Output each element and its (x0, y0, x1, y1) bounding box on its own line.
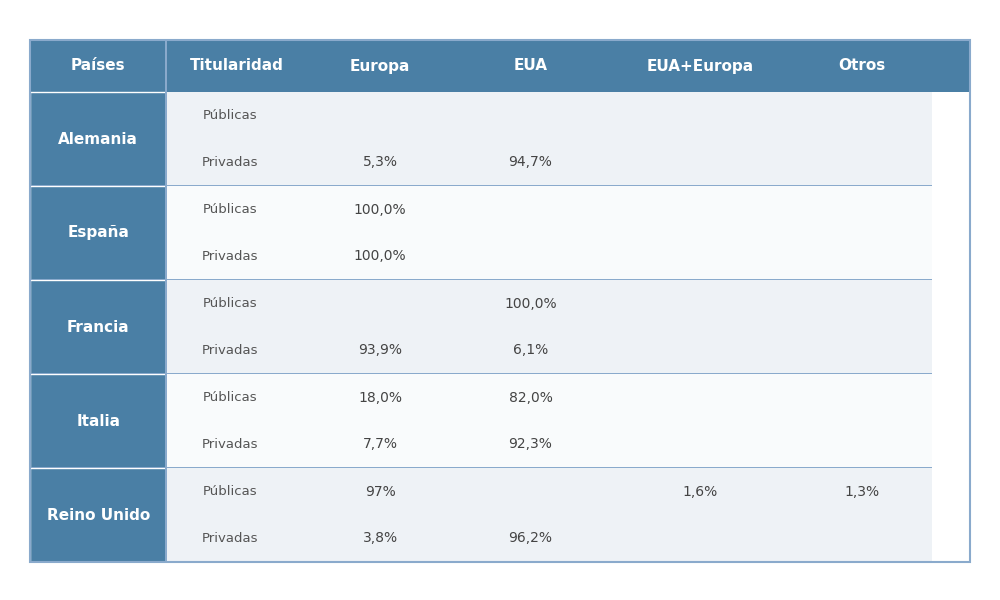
Bar (166, 185, 932, 186)
Text: EUA: EUA (514, 58, 548, 73)
Text: Privadas: Privadas (202, 438, 258, 451)
Text: 100,0%: 100,0% (354, 202, 406, 217)
Text: Francia: Francia (67, 319, 129, 335)
Text: Titularidad: Titularidad (190, 58, 284, 73)
Text: Alemania: Alemania (58, 131, 138, 146)
Bar (30, 40, 970, 92)
Text: 97%: 97% (365, 485, 396, 499)
Text: 1,3%: 1,3% (844, 485, 879, 499)
Bar (166, 373, 932, 374)
Bar (166, 186, 932, 280)
Text: 3,8%: 3,8% (363, 532, 398, 545)
Bar (30, 92, 166, 186)
Bar (30, 373, 166, 374)
Text: Otros: Otros (838, 58, 886, 73)
Text: Públicas: Públicas (202, 297, 257, 310)
Text: 18,0%: 18,0% (358, 391, 402, 404)
Text: 94,7%: 94,7% (509, 155, 552, 169)
Bar (30, 468, 166, 562)
Bar (165, 40, 167, 562)
Bar (30, 40, 970, 562)
Text: Públicas: Públicas (202, 485, 257, 498)
Text: 82,0%: 82,0% (509, 391, 552, 404)
Bar (166, 467, 932, 468)
Bar (166, 278, 932, 280)
Text: Europa: Europa (350, 58, 410, 73)
Text: Privadas: Privadas (202, 344, 258, 357)
Text: 6,1%: 6,1% (513, 343, 548, 358)
Bar (166, 92, 932, 186)
Text: Públicas: Públicas (202, 109, 257, 122)
Text: Privadas: Privadas (202, 532, 258, 545)
Text: España: España (67, 226, 129, 241)
Text: 100,0%: 100,0% (354, 250, 406, 263)
Bar (166, 468, 932, 562)
Text: Países: Países (71, 58, 125, 73)
Bar (30, 278, 166, 280)
Bar (30, 374, 166, 468)
Text: Públicas: Públicas (202, 391, 257, 404)
Bar (30, 280, 166, 374)
Bar (166, 280, 932, 374)
Text: 7,7%: 7,7% (363, 437, 398, 451)
Text: Reino Unido: Reino Unido (47, 508, 150, 523)
Text: 93,9%: 93,9% (358, 343, 402, 358)
Text: 100,0%: 100,0% (504, 296, 557, 311)
Text: Privadas: Privadas (202, 250, 258, 263)
Bar (30, 467, 166, 468)
Bar (30, 185, 166, 186)
Text: EUA+Europa: EUA+Europa (646, 58, 753, 73)
Text: Públicas: Públicas (202, 203, 257, 216)
Bar (166, 374, 932, 468)
Text: 96,2%: 96,2% (509, 532, 553, 545)
Text: Privadas: Privadas (202, 156, 258, 169)
Text: 5,3%: 5,3% (363, 155, 398, 169)
Bar (30, 186, 166, 280)
Text: 1,6%: 1,6% (682, 485, 717, 499)
Text: 92,3%: 92,3% (509, 437, 552, 451)
Text: Italia: Italia (76, 413, 120, 428)
